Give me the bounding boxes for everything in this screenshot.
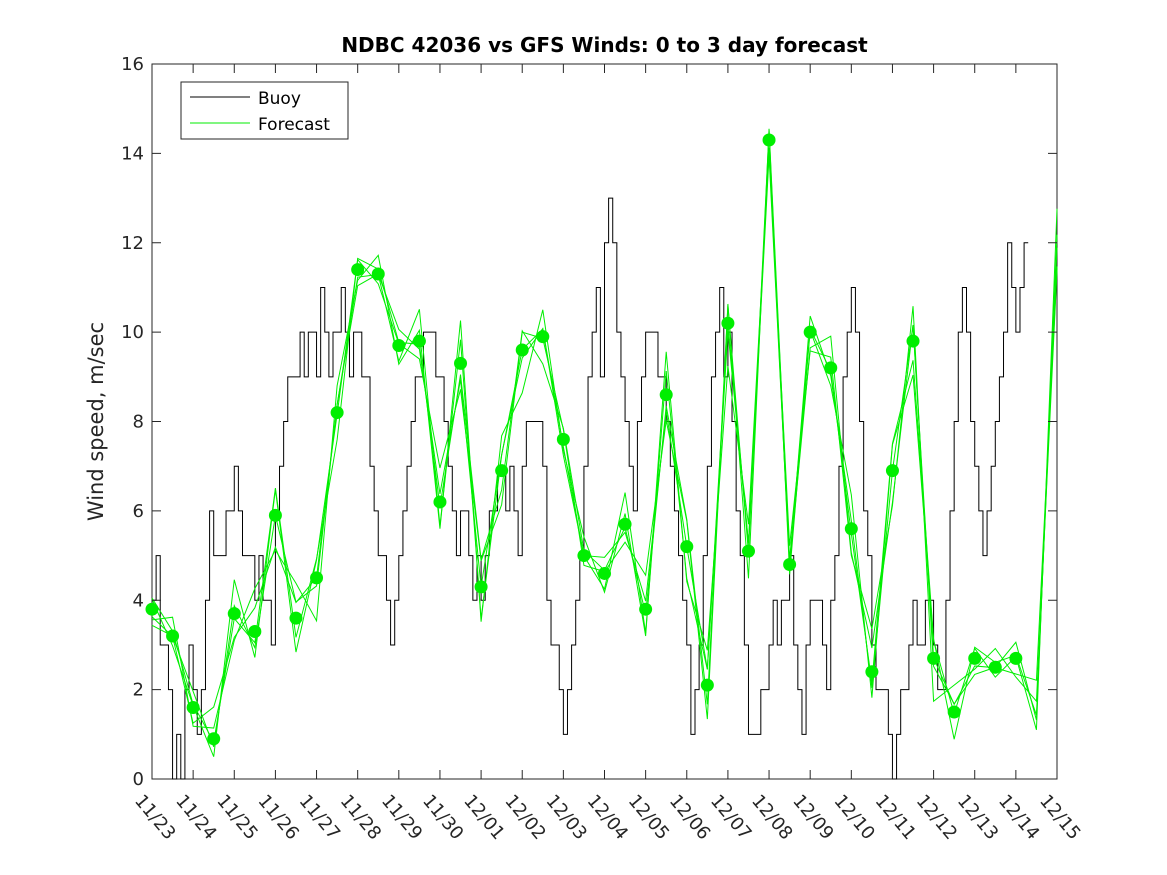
- y-tick-label: 4: [133, 590, 144, 611]
- chart-title: NDBC 42036 vs GFS Winds: 0 to 3 day fore…: [341, 33, 868, 57]
- x-tick-label: 11/30: [418, 791, 467, 844]
- legend: Buoy Forecast: [180, 81, 349, 140]
- forecast-marker: [330, 406, 344, 420]
- x-tick-label: 12/03: [542, 791, 591, 844]
- y-tick-label: 0: [133, 769, 144, 790]
- plot-area: 024681012141611/2311/2411/2511/2611/2711…: [121, 54, 1085, 844]
- forecast-marker: [207, 732, 221, 746]
- x-tick-label: 11/24: [171, 791, 220, 844]
- x-tick-label: 11/25: [212, 791, 261, 844]
- x-tick-label: 12/06: [665, 791, 714, 844]
- legend-label-buoy: Buoy: [258, 89, 301, 109]
- forecast-marker: [618, 517, 632, 531]
- y-tick-label: 14: [121, 143, 144, 164]
- y-tick-label: 16: [121, 54, 144, 75]
- forecast-marker: [783, 558, 797, 571]
- forecast-marker: [700, 678, 714, 692]
- forecast-marker: [844, 522, 858, 536]
- x-tick-label: 11/27: [295, 791, 344, 844]
- y-tick-label: 2: [133, 680, 144, 701]
- forecast-marker: [371, 267, 385, 281]
- forecast-marker: [454, 356, 468, 370]
- forecast-marker: [598, 566, 611, 580]
- forecast-marker: [741, 544, 755, 558]
- series-buoy: [152, 197, 1029, 780]
- forecast-marker: [227, 607, 241, 621]
- forecast-marker: [577, 549, 591, 563]
- marker-layer: [145, 133, 1023, 746]
- forecast-marker: [968, 651, 982, 665]
- forecast-marker: [988, 660, 1002, 674]
- forecast-marker: [885, 464, 899, 478]
- forecast-marker: [289, 611, 303, 625]
- forecast-marker: [865, 665, 879, 679]
- y-tick-label: 12: [121, 233, 144, 254]
- forecast-marker: [659, 388, 673, 402]
- forecast-marker: [145, 602, 159, 616]
- y-tick-label: 6: [133, 501, 144, 522]
- y-tick-label: 8: [133, 412, 144, 433]
- x-tick-label: 12/14: [994, 791, 1043, 844]
- x-tick-label: 12/05: [624, 791, 673, 844]
- x-tick-label: 12/15: [1035, 791, 1084, 844]
- legend-box: [180, 81, 349, 140]
- x-tick-label: 12/07: [706, 791, 755, 844]
- forecast-marker: [721, 316, 735, 330]
- x-tick-label: 12/11: [871, 791, 920, 844]
- forecast-marker: [186, 701, 200, 714]
- x-tick-label: 12/13: [953, 791, 1002, 844]
- forecast-marker: [762, 133, 776, 147]
- series-forecast-run: [151, 150, 1058, 729]
- x-tick-label: 11/26: [254, 791, 303, 844]
- forecast-marker: [166, 629, 180, 643]
- x-tick-label: 12/02: [500, 791, 549, 844]
- series-forecast-run: [151, 147, 1058, 725]
- forecast-marker: [268, 508, 282, 522]
- forecast-marker: [947, 705, 961, 719]
- forecast-marker: [803, 325, 817, 339]
- forecast-marker: [351, 263, 365, 277]
- legend-label-forecast: Forecast: [258, 115, 330, 135]
- forecast-marker: [1009, 651, 1023, 665]
- x-tick-label: 12/08: [747, 791, 796, 844]
- forecast-marker: [392, 339, 406, 353]
- forecast-marker: [310, 571, 324, 585]
- x-tick-label: 12/04: [583, 791, 632, 844]
- x-tick-label: 12/10: [829, 791, 878, 844]
- forecast-marker: [433, 495, 447, 509]
- forecast-marker: [474, 580, 488, 594]
- forecast-marker: [639, 602, 653, 616]
- forecast-marker: [248, 625, 262, 639]
- forecast-marker: [536, 330, 550, 344]
- forecast-marker: [680, 540, 694, 554]
- forecast-marker: [495, 464, 509, 478]
- forecast-marker: [824, 361, 838, 375]
- x-tick-label: 12/09: [788, 791, 837, 844]
- axes-box: [151, 63, 1058, 780]
- forecast-marker: [556, 432, 570, 446]
- y-axis-label: Wind speed, m/sec: [84, 322, 108, 521]
- x-tick-label: 11/28: [336, 791, 385, 844]
- forecast-marker: [515, 343, 529, 357]
- forecast-marker: [927, 651, 941, 665]
- forecast-marker: [412, 334, 426, 348]
- x-tick-label: 11/23: [130, 791, 179, 844]
- y-tick-label: 10: [121, 322, 144, 343]
- forecast-marker: [906, 334, 920, 348]
- x-tick-label: 12/01: [459, 791, 508, 844]
- x-tick-label: 12/12: [912, 791, 961, 844]
- x-tick-label: 11/29: [377, 791, 426, 844]
